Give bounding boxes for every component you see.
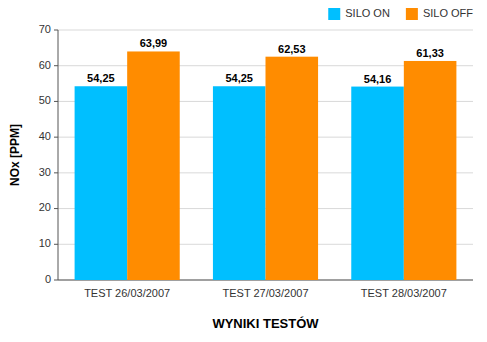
bar [213, 86, 266, 280]
y-tick-label: 10 [39, 237, 51, 249]
data-label: 54,16 [364, 73, 392, 85]
y-tick [54, 30, 58, 31]
x-tick-label: TEST 28/03/2007 [361, 287, 447, 299]
legend-label: SILO OFF [423, 7, 473, 19]
y-tick-label: 50 [39, 94, 51, 106]
legend-label: SILO ON [345, 7, 390, 19]
y-tick [54, 137, 58, 138]
y-tick [54, 280, 58, 281]
legend: SILO ON SILO OFF [328, 7, 473, 20]
data-label: 63,99 [140, 37, 168, 49]
legend-swatch [406, 8, 418, 20]
legend-item: SILO OFF [406, 7, 473, 20]
x-tick-label: TEST 26/03/2007 [84, 287, 170, 299]
y-tick-label: 0 [45, 273, 51, 285]
grid-line [58, 30, 473, 31]
y-tick-label: 70 [39, 23, 51, 35]
y-axis-title: NOx [PPM] [8, 124, 22, 186]
legend-item: SILO ON [328, 7, 390, 20]
chart: 0 10 20 30 40 50 60 70 TEST 26/03/2007 TEST 27/03… [0, 0, 487, 342]
bar [404, 61, 457, 280]
bar [266, 57, 319, 280]
y-tick-label: 20 [39, 201, 51, 213]
y-tick [54, 208, 58, 209]
data-label: 61,33 [416, 47, 444, 59]
data-label: 54,25 [225, 72, 253, 84]
data-label: 54,25 [87, 72, 115, 84]
data-labels: 54,25 54,25 54,16 63,99 62,53 61,33 [87, 37, 444, 84]
bar [75, 86, 128, 280]
axes: 0 10 20 30 40 50 60 70 TEST 26/03/2007 TEST 27/03… [39, 23, 473, 299]
y-tick [54, 101, 58, 102]
y-tick [54, 65, 58, 66]
x-axis-title: WYNIKI TESTÓW [212, 316, 319, 331]
y-tick-label: 30 [39, 166, 51, 178]
grid [58, 30, 473, 280]
y-tick [54, 172, 58, 173]
y-axis-line [58, 30, 59, 280]
data-label: 62,53 [278, 43, 306, 55]
y-tick [54, 244, 58, 245]
bars [75, 51, 457, 280]
legend-swatch [328, 8, 340, 20]
y-tick-label: 40 [39, 130, 51, 142]
y-tick-label: 60 [39, 59, 51, 71]
chart-container: 0 10 20 30 40 50 60 70 TEST 26/03/2007 TEST 27/03… [0, 0, 487, 342]
bar [351, 87, 404, 280]
bar [127, 51, 180, 280]
x-tick-label: TEST 27/03/2007 [222, 287, 308, 299]
